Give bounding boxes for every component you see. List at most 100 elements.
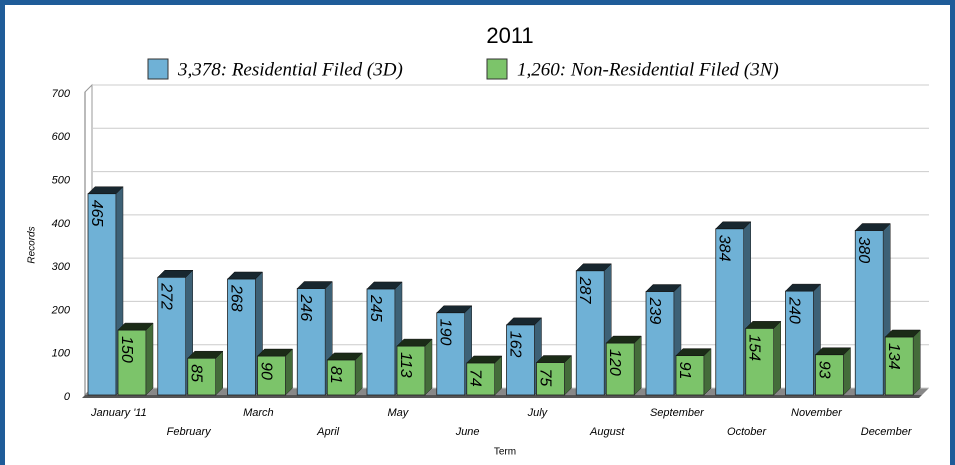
- y-tick-label: 100: [52, 348, 71, 360]
- bar-group: [226, 271, 264, 396]
- bar-side: [424, 338, 433, 396]
- bar: [536, 362, 565, 396]
- y-tick-label: 700: [52, 88, 71, 100]
- value-label: 81: [327, 366, 344, 384]
- bar-top: [226, 271, 264, 280]
- value-label: 190: [437, 319, 454, 346]
- bar-side: [634, 335, 642, 396]
- bar-group: [326, 352, 363, 396]
- bar: [506, 324, 535, 396]
- bar-top: [396, 338, 433, 347]
- bar-side: [773, 320, 781, 396]
- y-tick-label: 400: [52, 218, 71, 230]
- x-tick-label: August: [589, 426, 625, 438]
- bar-group: [157, 269, 194, 396]
- bar: [436, 312, 466, 396]
- bar-top: [605, 335, 642, 344]
- bar-group: [466, 355, 503, 396]
- bar-top: [436, 305, 473, 314]
- bar-group: [535, 354, 573, 396]
- floor-edge: [82, 395, 922, 398]
- y-tick-label: 600: [52, 131, 71, 143]
- bar-side: [145, 322, 154, 396]
- bar: [854, 230, 884, 396]
- bar-group: [396, 338, 433, 396]
- bar-side: [913, 329, 921, 396]
- value-label: 134: [885, 343, 902, 370]
- value-label: 384: [716, 235, 733, 262]
- value-label: 91: [676, 362, 693, 380]
- value-label: 272: [158, 282, 175, 310]
- value-label: 239: [646, 297, 663, 325]
- bar-top: [745, 321, 782, 329]
- value-label: 93: [815, 361, 832, 379]
- y-tick-label: 300: [52, 261, 71, 273]
- value-label: 113: [397, 352, 414, 378]
- value-label: 162: [506, 331, 523, 358]
- bar-group: [256, 348, 294, 396]
- bar: [296, 288, 326, 396]
- bar-top: [296, 281, 333, 289]
- bar-group: [814, 347, 852, 396]
- chart-title: 2011: [486, 23, 533, 48]
- y-tick-label: 0: [64, 391, 71, 403]
- bar-top: [854, 223, 891, 231]
- bar: [157, 276, 187, 396]
- bar-group: [675, 348, 712, 396]
- x-tick-label: May: [387, 407, 409, 419]
- bar-top: [784, 283, 822, 292]
- legend-swatch: [147, 58, 169, 80]
- bar: [605, 342, 635, 396]
- bar-top: [575, 263, 612, 272]
- x-tick-label: March: [243, 407, 274, 419]
- bar-side: [215, 350, 223, 396]
- bar: [884, 336, 914, 396]
- bar-group: [745, 320, 782, 396]
- value-label: 75: [536, 369, 553, 387]
- value-label: 120: [606, 349, 623, 376]
- x-tick-label: July: [527, 407, 549, 419]
- x-axis-label: Term: [494, 447, 516, 458]
- bar-top: [466, 355, 503, 364]
- x-tick-label: January '11: [90, 407, 147, 419]
- x-tick-label: June: [455, 426, 480, 438]
- bar-group: [117, 322, 154, 396]
- legend-label: 3,378: Residential Filed (3D): [177, 59, 403, 80]
- x-tick-label: November: [791, 407, 843, 419]
- value-label: 150: [118, 336, 135, 363]
- bar-top: [326, 352, 363, 361]
- bar-group: [187, 350, 224, 396]
- bar-top: [256, 348, 294, 357]
- value-label: 74: [467, 369, 484, 387]
- value-label: 268: [227, 284, 244, 312]
- x-tick-label: September: [650, 407, 705, 419]
- value-label: 245: [367, 294, 384, 322]
- bar: [187, 357, 217, 396]
- bar-top: [187, 350, 224, 359]
- bar-top: [535, 355, 573, 363]
- y-axis-label: Records: [27, 226, 38, 263]
- legend-label: 1,260: Non-Residential Filed (3N): [517, 59, 779, 80]
- bar-top: [366, 281, 403, 290]
- bar-group: [784, 283, 822, 396]
- value-label: 380: [855, 237, 872, 264]
- value-label: 240: [785, 296, 802, 324]
- bar-top: [117, 322, 154, 331]
- bar-side: [355, 352, 363, 396]
- x-tick-label: December: [861, 426, 913, 438]
- bar-top: [675, 348, 712, 356]
- bar-top: [715, 221, 752, 230]
- bar: [675, 355, 705, 396]
- bar: [815, 354, 844, 396]
- y-tick-label: 200: [51, 304, 71, 316]
- value-label: 90: [257, 362, 274, 380]
- bar-group: [884, 329, 921, 396]
- x-tick-label: October: [727, 426, 767, 438]
- x-tick-label: February: [167, 426, 213, 438]
- bar-top: [505, 317, 543, 326]
- x-tick-label: April: [316, 426, 340, 438]
- legend-swatch: [486, 58, 508, 80]
- bar-group: [605, 335, 642, 396]
- value-label: 154: [746, 334, 763, 361]
